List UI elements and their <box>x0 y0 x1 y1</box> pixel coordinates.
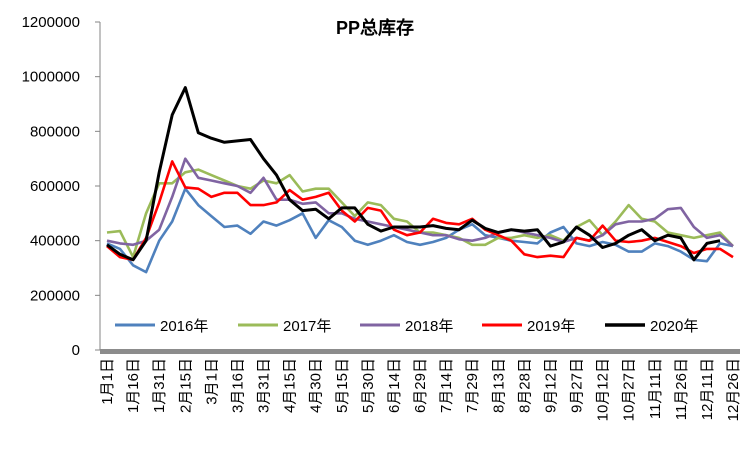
x-tick-label: 3月16日 <box>229 358 246 413</box>
y-tick-label: 400000 <box>30 233 80 250</box>
x-tick-label: 6月29日 <box>412 358 429 413</box>
x-tick-label: 1月1日 <box>99 358 116 405</box>
x-tick-label: 7月29日 <box>464 358 481 413</box>
y-tick-label: 800000 <box>30 123 80 140</box>
y-tick-label: 0 <box>72 342 80 359</box>
x-tick-label: 4月30日 <box>308 358 325 413</box>
y-tick-label: 600000 <box>30 178 80 195</box>
legend-label: 2018年 <box>405 318 453 335</box>
series-line <box>106 86 721 262</box>
x-tick-label: 2月15日 <box>177 358 194 413</box>
series-line <box>106 187 734 274</box>
x-tick-label: 1月31日 <box>151 358 168 413</box>
y-tick-label: 1200000 <box>22 14 80 31</box>
y-tick-label: 200000 <box>30 287 80 304</box>
x-tick-label: 11月11日 <box>647 358 664 419</box>
legend-label: 2016年 <box>160 318 208 335</box>
legend-label: 2019年 <box>527 318 575 335</box>
x-tick-label: 5月30日 <box>360 358 377 413</box>
x-tick-label: 3月31日 <box>256 358 273 413</box>
x-tick-label: 10月27日 <box>621 358 638 421</box>
x-tick-label: 11月26日 <box>673 358 690 420</box>
y-tick-label: 1000000 <box>22 69 80 86</box>
series-line <box>106 160 734 262</box>
x-tick-label: 12月26日 <box>725 358 742 421</box>
x-tick-label: 1月16日 <box>125 358 142 413</box>
x-tick-label: 7月14日 <box>438 358 455 413</box>
chart-title: PP总库存 <box>336 17 414 38</box>
x-tick-label: 8月13日 <box>490 358 507 413</box>
x-tick-label: 9月12日 <box>542 358 559 413</box>
x-tick-label: 8月28日 <box>516 358 533 413</box>
x-tick-label: 5月15日 <box>334 358 351 413</box>
x-tick-label: 3月1日 <box>203 358 220 405</box>
x-tick-label: 10月12日 <box>595 358 612 421</box>
x-tick-label: 9月27日 <box>569 358 586 413</box>
x-tick-label: 12月11日 <box>699 358 716 420</box>
x-tick-label: 4月15日 <box>282 358 299 413</box>
legend-label: 2017年 <box>283 318 331 335</box>
x-axis <box>100 349 740 354</box>
legend-label: 2020年 <box>650 318 698 335</box>
x-tick-label: 6月14日 <box>386 358 403 413</box>
